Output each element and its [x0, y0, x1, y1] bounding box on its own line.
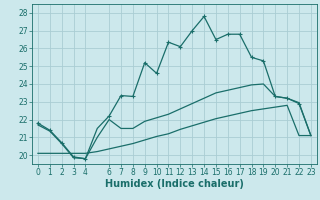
X-axis label: Humidex (Indice chaleur): Humidex (Indice chaleur) — [105, 179, 244, 189]
